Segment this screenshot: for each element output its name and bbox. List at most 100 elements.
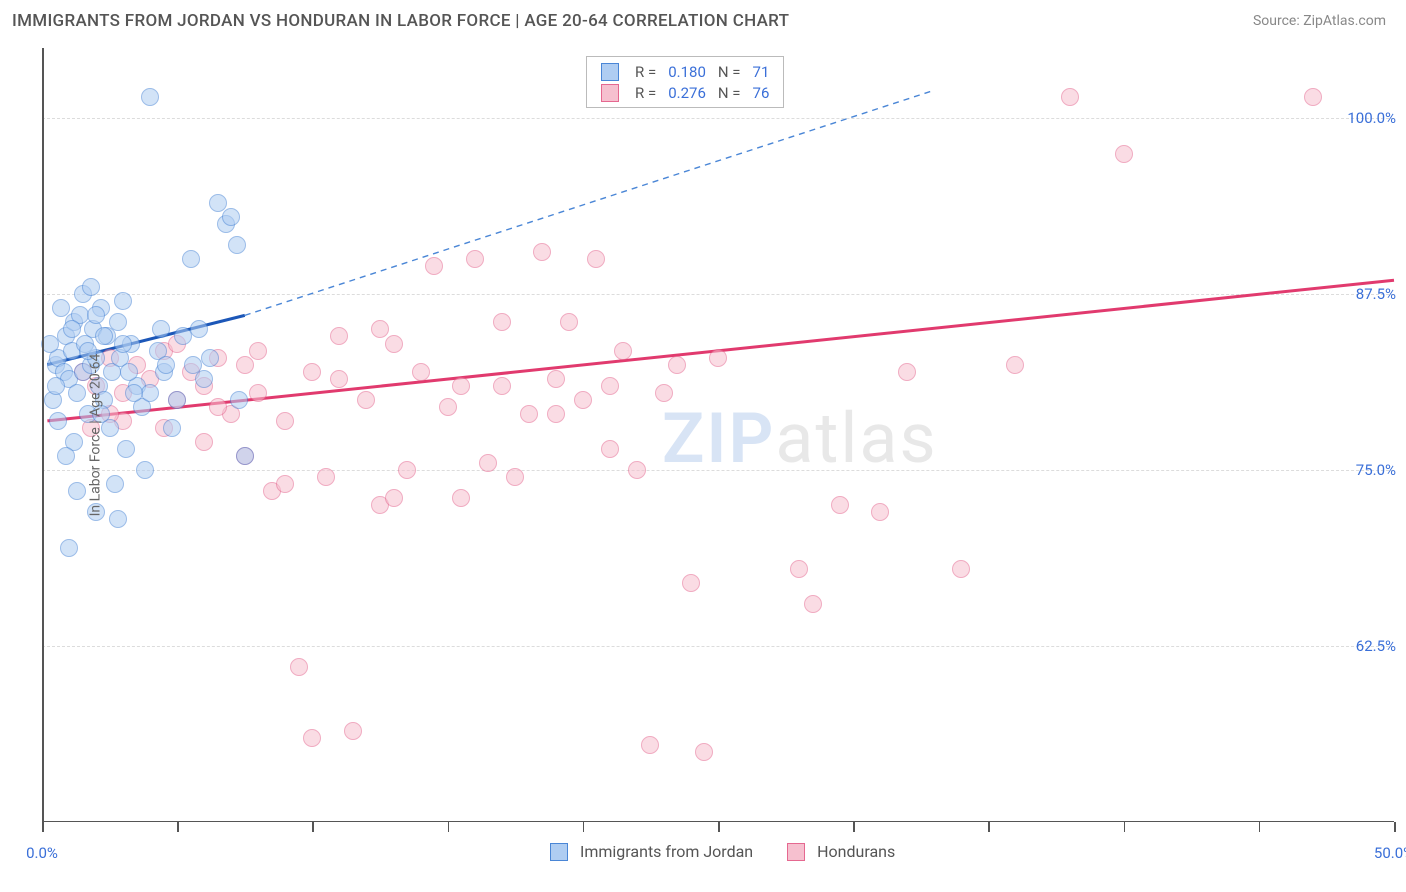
data-point — [114, 335, 132, 353]
swatch-icon — [601, 63, 619, 81]
data-point — [574, 391, 592, 409]
data-point — [184, 356, 202, 374]
data-point — [425, 257, 443, 275]
data-point — [790, 560, 808, 578]
chart-area: ZIPatlas In Labor Force | Age 20-64 0.0%… — [42, 48, 1394, 822]
data-point — [385, 335, 403, 353]
data-point — [95, 327, 113, 345]
data-point — [68, 482, 86, 500]
data-point — [168, 391, 186, 409]
data-point — [201, 349, 219, 367]
y-axis — [42, 48, 44, 822]
data-point — [152, 320, 170, 338]
chart-title: IMMIGRANTS FROM JORDAN VS HONDURAN IN LA… — [12, 11, 789, 31]
data-point — [506, 468, 524, 486]
data-point — [125, 384, 143, 402]
data-point — [668, 356, 686, 374]
data-point — [120, 363, 138, 381]
data-point — [1115, 145, 1133, 163]
data-point — [249, 384, 267, 402]
data-point — [228, 236, 246, 254]
data-point — [157, 356, 175, 374]
data-point — [357, 391, 375, 409]
data-point — [195, 433, 213, 451]
data-point — [82, 278, 100, 296]
x-tick — [1394, 822, 1396, 832]
data-point — [47, 377, 65, 395]
data-point — [276, 412, 294, 430]
data-point — [533, 243, 551, 261]
data-point — [136, 461, 154, 479]
data-point — [452, 489, 470, 507]
data-point — [68, 384, 86, 402]
data-point — [109, 313, 127, 331]
data-point — [344, 722, 362, 740]
data-point — [290, 658, 308, 676]
data-point — [871, 503, 889, 521]
y-tick-label: 100.0% — [1347, 109, 1396, 127]
data-point — [49, 412, 67, 430]
x-tick — [1124, 822, 1126, 832]
swatch-icon — [601, 84, 619, 102]
data-point — [831, 496, 849, 514]
data-point — [87, 306, 105, 324]
data-point — [682, 574, 700, 592]
data-point — [106, 475, 124, 493]
data-point — [560, 313, 578, 331]
data-point — [398, 461, 416, 479]
x-tick — [583, 822, 585, 832]
data-point — [236, 356, 254, 374]
data-point — [452, 377, 470, 395]
data-point — [641, 736, 659, 754]
data-point — [330, 370, 348, 388]
legend-item-jordan: Immigrants from Jordan — [550, 842, 753, 861]
data-point — [182, 250, 200, 268]
data-point — [601, 440, 619, 458]
y-axis-label: In Labor Force | Age 20-64 — [87, 354, 103, 517]
data-point — [163, 419, 181, 437]
x-tick — [312, 822, 314, 832]
data-point — [109, 510, 127, 528]
correlation-legend: R =0.180 N =71 R =0.276 N =76 — [586, 56, 784, 108]
data-point — [952, 560, 970, 578]
x-tick — [853, 822, 855, 832]
data-point — [141, 384, 159, 402]
y-tick-label: 62.5% — [1356, 637, 1396, 655]
data-point — [190, 320, 208, 338]
x-tick — [42, 822, 44, 832]
data-point — [57, 447, 75, 465]
data-point — [898, 363, 916, 381]
data-point — [709, 349, 727, 367]
data-point — [117, 440, 135, 458]
data-point — [276, 475, 294, 493]
data-point — [230, 391, 248, 409]
x-tick — [177, 822, 179, 832]
legend-row-honduran: R =0.276 N =76 — [601, 83, 769, 102]
data-point — [1061, 88, 1079, 106]
data-point — [614, 342, 632, 360]
data-point — [222, 208, 240, 226]
y-tick-label: 87.5% — [1356, 285, 1396, 303]
series-legend: Immigrants from Jordan Hondurans — [550, 842, 895, 861]
data-point — [236, 447, 254, 465]
trend-lines — [42, 48, 1394, 822]
legend-row-jordan: R =0.180 N =71 — [601, 62, 769, 81]
y-tick-label: 75.0% — [1356, 461, 1396, 479]
data-point — [330, 327, 348, 345]
data-point — [479, 454, 497, 472]
data-point — [60, 539, 78, 557]
data-point — [628, 461, 646, 479]
x-tick-label: 0.0% — [26, 844, 58, 862]
x-tick — [988, 822, 990, 832]
data-point — [303, 363, 321, 381]
x-tick — [448, 822, 450, 832]
data-point — [547, 405, 565, 423]
data-point — [493, 377, 511, 395]
data-point — [804, 595, 822, 613]
data-point — [63, 320, 81, 338]
data-point — [493, 313, 511, 331]
data-point — [303, 729, 321, 747]
source-label: Source: ZipAtlas.com — [1253, 13, 1386, 29]
x-tick — [1259, 822, 1261, 832]
data-point — [317, 468, 335, 486]
